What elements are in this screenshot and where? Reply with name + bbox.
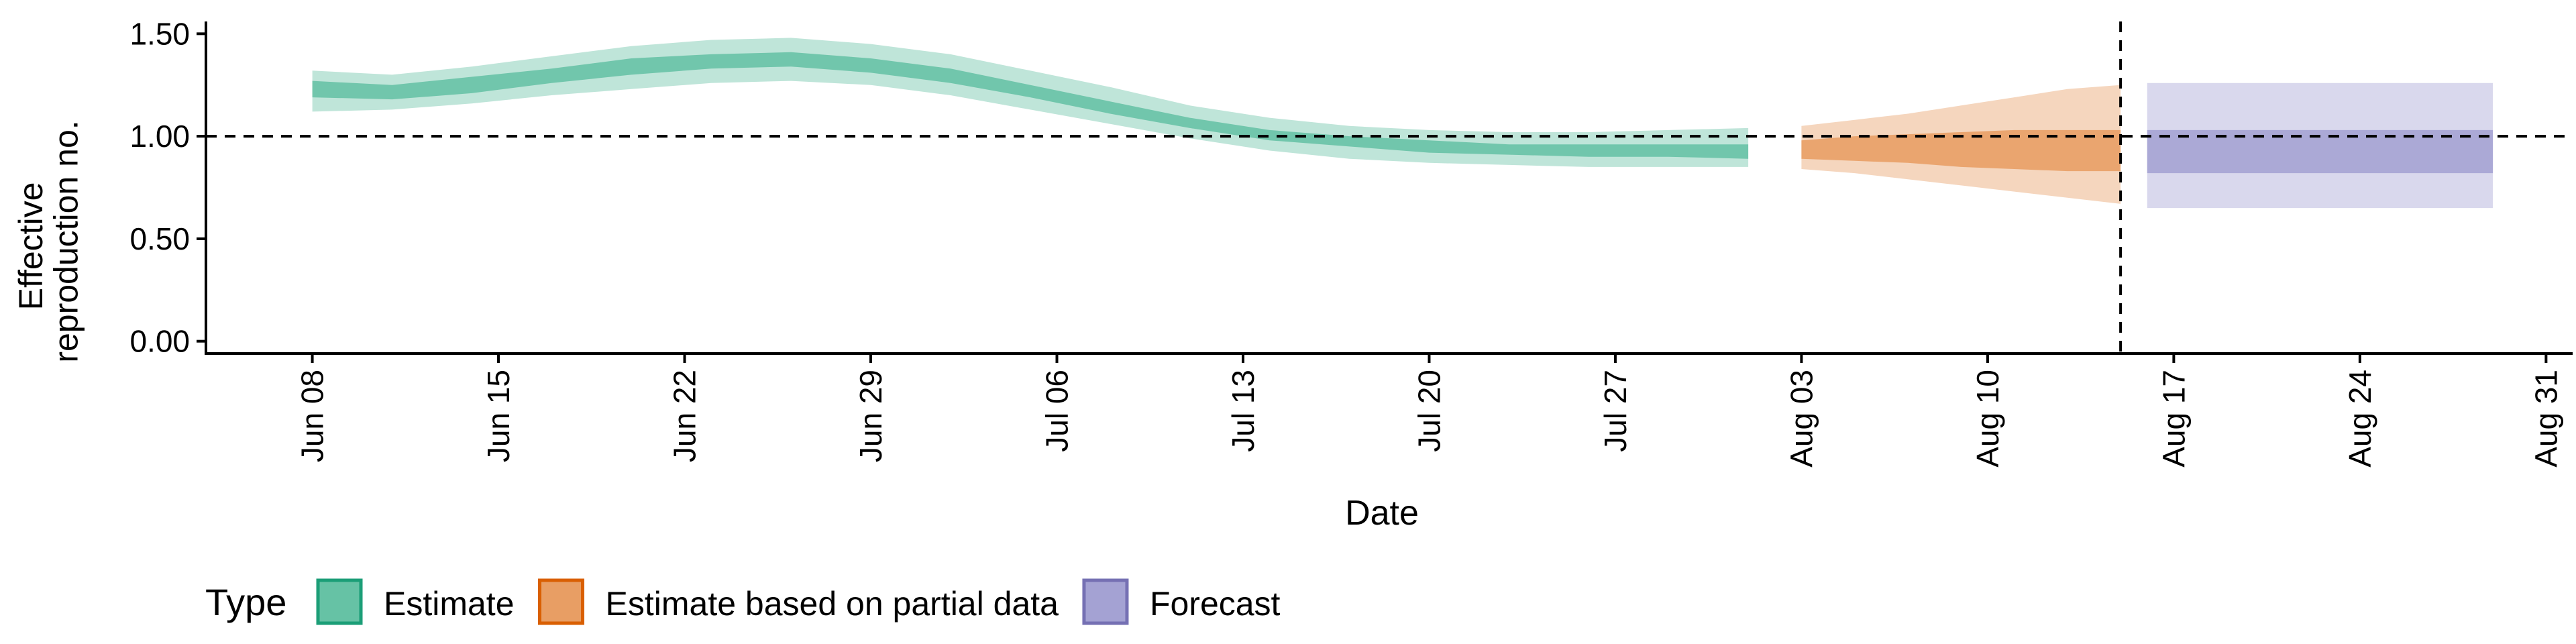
legend-item-label: Estimate based on partial data [606, 585, 1059, 623]
y-axis-label: Effective reproduction no. [12, 120, 85, 362]
x-tick-label: Jul 13 [1226, 370, 1260, 452]
x-tick-label: Aug 17 [2156, 370, 2191, 468]
x-tick-label: Jul 27 [1598, 370, 1633, 452]
y-tick-label: 0.50 [129, 221, 190, 256]
x-tick-label: Aug 24 [2343, 370, 2377, 468]
ribbon-50-series-1 [312, 52, 1749, 159]
x-tick-label: Jun 08 [295, 370, 330, 462]
x-tick-label: Jun 29 [853, 370, 888, 462]
legend: Type Estimate Estimate based on partial d… [205, 578, 1281, 625]
x-tick-label: Aug 31 [2528, 370, 2563, 468]
x-tick-label: Jun 15 [481, 370, 516, 462]
legend-swatch [1082, 578, 1129, 625]
ribbon-50-series-2 [1801, 129, 2121, 172]
x-tick-label: Aug 10 [1970, 370, 2005, 468]
legend-swatch [316, 578, 363, 625]
x-tick-label: Jul 06 [1040, 370, 1075, 452]
axes: 0.00 0.50 1.00 1.50 Jun 08 Jun 15 Jun 22 Jun 29… [129, 16, 2573, 468]
legend-swatch [538, 578, 585, 625]
x-axis-label: Date [1345, 494, 1419, 533]
plot-area: 0.00 0.50 1.00 1.50 Jun 08 Jun 15 Jun 22 Jun 29… [129, 16, 2573, 468]
y-tick-label: 1.00 [129, 119, 190, 154]
y-tick-label: 1.50 [129, 16, 190, 51]
y-axis-label-line-1: Effective [12, 182, 50, 311]
legend-item-label: Forecast [1150, 585, 1281, 623]
y-tick-label: 0.00 [129, 324, 190, 359]
x-tick-label: Jun 22 [667, 370, 702, 462]
ribbon-layer [312, 38, 2493, 209]
legend-title: Type [205, 581, 286, 623]
reference-lines [206, 21, 2573, 354]
x-tick-label: Aug 03 [1784, 370, 1819, 468]
ribbon-50-series-3 [2147, 129, 2493, 174]
legend-item-label: Estimate [384, 585, 515, 623]
x-tick-label: Jul 20 [1412, 370, 1447, 452]
y-axis-label-line-2: reproduction no. [48, 120, 85, 362]
